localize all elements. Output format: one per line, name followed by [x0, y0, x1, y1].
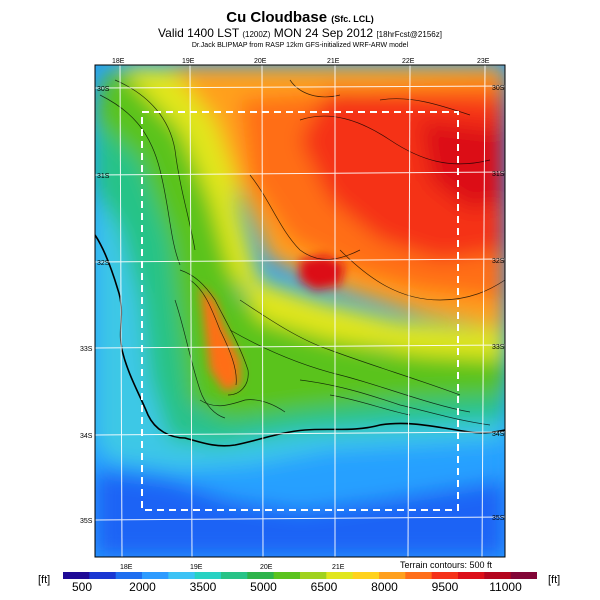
- credit-line: Dr.Jack BLIPMAP from RASP 12km GFS-initi…: [191, 42, 409, 49]
- valid-utc: (1200Z): [242, 30, 271, 39]
- colorbar-swatch: [300, 572, 327, 579]
- lon-top-21E: 21E: [327, 58, 340, 65]
- colorbar-label: 9500: [431, 580, 459, 594]
- colorbar-swatch: [273, 572, 301, 579]
- colorbar-swatch: [326, 572, 354, 579]
- colorbar-swatch: [247, 572, 275, 579]
- colorbar-swatch: [63, 572, 90, 579]
- lat-right-31S: 31S: [492, 171, 505, 178]
- terrain-contour-note: Terrain contours: 500 ft: [400, 560, 493, 570]
- colorbar-swatch: [221, 572, 248, 579]
- colorbar-label: 500: [71, 580, 93, 594]
- lon-bottom-21E: 21E: [332, 564, 345, 571]
- valid-main: Valid 1400 LST: [158, 26, 239, 40]
- colorbar-swatch: [194, 572, 222, 579]
- colorbar-label: 6500: [310, 580, 338, 594]
- colorbar-label: 11000: [489, 580, 522, 594]
- colorbar-swatch: [484, 572, 512, 579]
- colorbar-label: 5000: [250, 580, 277, 594]
- colorbar-unit-right: [ft]: [548, 574, 561, 586]
- colorbar-swatch: [352, 572, 380, 579]
- terrain-contours: [99, 79, 505, 426]
- lon-top-19E: 19E: [182, 58, 195, 65]
- colorbar-swatch: [89, 572, 117, 579]
- lat-right-30S: 30S: [492, 85, 505, 92]
- lat-right-33S: 33S: [492, 344, 505, 351]
- lon-bottom-18E: 18E: [120, 564, 133, 571]
- valid-date: MON 24 Sep 2012: [273, 26, 374, 40]
- lat-right-35S: 35S: [492, 515, 505, 522]
- lat-left-34S: 34S: [80, 433, 93, 440]
- lat-lon-grid: [95, 65, 505, 557]
- colorbar-unit-left: [ft]: [38, 574, 51, 586]
- forecast-info: [18hrFcst@2156z]: [376, 30, 442, 39]
- title-suffix: (Sfc. LCL): [331, 14, 374, 24]
- lon-top-18E: 18E: [112, 58, 125, 65]
- colorbar-swatch: [168, 572, 196, 579]
- lat-right-34S: 34S: [492, 431, 505, 438]
- colorbar: [63, 572, 537, 579]
- field-layer: [95, 65, 505, 557]
- lon-top-20E: 20E: [254, 58, 267, 65]
- colorbar-swatch: [405, 572, 433, 579]
- lon-bottom-20E: 20E: [260, 564, 273, 571]
- valid-time-line: Valid 1400 LST (1200Z) MON 24 Sep 2012 […: [0, 26, 600, 40]
- colorbar-swatch: [510, 572, 537, 579]
- colorbar-swatch: [431, 572, 459, 579]
- lon-top-22E: 22E: [402, 58, 415, 65]
- inner-domain-box: [141, 111, 459, 511]
- colorbar-label: 3500: [189, 580, 217, 594]
- lat-left-30S: 30S: [97, 86, 110, 93]
- colorbar-swatch: [458, 572, 485, 579]
- lat-right-32S: 32S: [492, 258, 505, 265]
- lat-left-31S: 31S: [97, 173, 110, 180]
- lon-top-23E: 23E: [477, 58, 490, 65]
- page-title: Cu Cloudbase (Sfc. LCL): [0, 9, 600, 26]
- colorbar-swatch: [379, 572, 406, 579]
- colorbar-label: 8000: [371, 580, 398, 594]
- colorbar-swatch: [142, 572, 169, 579]
- lon-bottom-19E: 19E: [190, 564, 203, 571]
- lat-left-32S: 32S: [97, 260, 110, 267]
- title-text: Cu Cloudbase: [226, 9, 328, 26]
- colorbar-label: 2000: [129, 580, 156, 594]
- colorbar-swatch: [115, 572, 143, 579]
- lat-left-33S: 33S: [80, 346, 93, 353]
- lat-left-35S: 35S: [80, 518, 93, 525]
